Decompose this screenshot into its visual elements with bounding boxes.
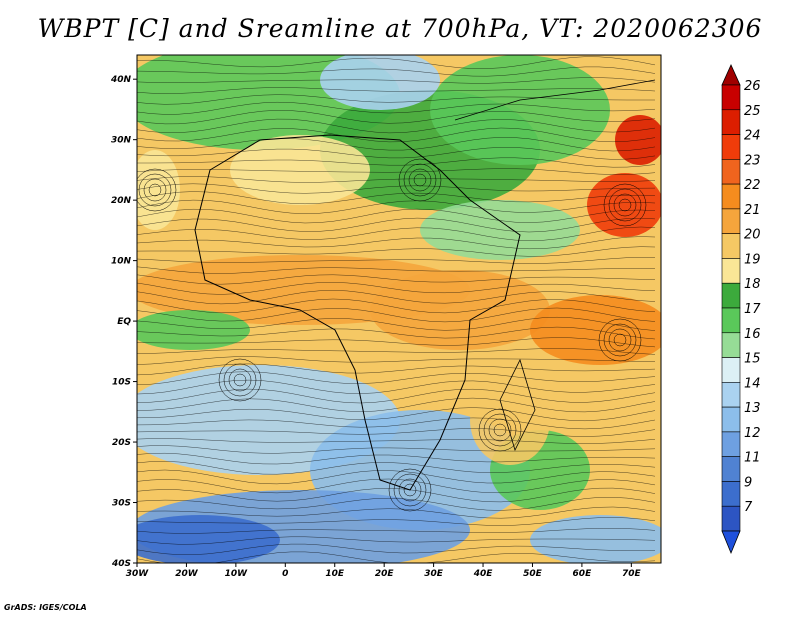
colorbar-bottom-arrow — [721, 530, 741, 555]
colorbar-swatch — [721, 357, 741, 383]
colorbar-label: 9 — [744, 475, 752, 490]
colorbar-label: 20 — [744, 228, 761, 243]
grads-credit: GrADS: IGES/COLA — [4, 603, 87, 612]
lat-label: 10N — [111, 257, 132, 267]
lat-label: 40N — [110, 75, 132, 85]
colorbar-label: 26 — [744, 79, 761, 94]
colorbar-label: 19 — [744, 252, 761, 267]
colorbar-label: 15 — [744, 352, 761, 367]
lat-label: EQ — [117, 317, 131, 327]
colorbar-swatch — [721, 406, 741, 433]
lon-label: 30E — [424, 569, 444, 579]
colorbar-swatch — [721, 208, 741, 234]
colorbar-label: 22 — [744, 178, 761, 193]
lon-label: 50E — [523, 569, 543, 579]
colorbar-label: 11 — [744, 451, 761, 466]
colorbar-label: 18 — [744, 277, 761, 292]
lon-label: 20W — [175, 569, 199, 579]
lon-label: 0 — [282, 569, 288, 579]
colorbar-swatch — [721, 183, 741, 210]
lon-label: 10E — [325, 569, 345, 579]
colorbar-label: 7 — [744, 500, 753, 515]
lat-label: 20S — [112, 438, 131, 448]
colorbar-label: 24 — [744, 129, 761, 144]
colorbar-swatch — [721, 159, 741, 185]
colorbar-swatch — [721, 505, 741, 532]
wbpt-field — [137, 55, 661, 563]
colorbar-swatch — [721, 109, 741, 135]
colorbar-swatch — [721, 134, 741, 160]
colorbar-swatch — [721, 456, 741, 482]
colorbar-swatch — [721, 431, 741, 457]
colorbar-label: 13 — [744, 401, 761, 416]
lon-label: 40E — [473, 569, 494, 579]
colorbar-swatch — [721, 382, 741, 408]
map-title: WBPT [C] and Sreamline at 700hPa, VT: 20… — [37, 14, 763, 43]
lon-label: 10W — [225, 569, 249, 579]
lat-label: 10S — [112, 378, 131, 388]
colorbar-swatch — [721, 84, 741, 111]
lon-label: 20E — [375, 569, 395, 579]
colorbar-swatch — [721, 332, 741, 358]
colorbar-swatch — [721, 307, 741, 334]
colorbar: 26 25 24 23 22 21 20 19 18 17 16 15 14 13 12 11 9 7 — [721, 64, 761, 555]
lat-label: 30S — [112, 499, 131, 509]
lon-label: 30W — [126, 569, 150, 579]
plot-frame — [136, 54, 662, 564]
colorbar-swatch — [721, 233, 741, 259]
colorbar-label: 21 — [744, 203, 761, 218]
colorbar-label: 25 — [744, 104, 761, 119]
colorbar-label: 23 — [744, 153, 761, 168]
lat-label: 20N — [111, 196, 132, 206]
colorbar-label: 16 — [744, 327, 761, 342]
colorbar-swatch — [721, 258, 741, 284]
colorbar-label: 12 — [744, 426, 761, 441]
colorbar-label: 14 — [744, 376, 761, 391]
lat-label: 40S — [111, 559, 131, 569]
colorbar-swatch — [721, 282, 741, 309]
coastlines — [194, 79, 656, 491]
streamlines — [137, 56, 656, 563]
colorbar-top-arrow — [721, 64, 741, 86]
lon-label: 60E — [573, 569, 593, 579]
lat-label: 30N — [111, 136, 132, 146]
lon-label: 70E — [622, 569, 642, 579]
colorbar-label: 17 — [744, 302, 761, 317]
colorbar-swatch — [721, 481, 741, 507]
